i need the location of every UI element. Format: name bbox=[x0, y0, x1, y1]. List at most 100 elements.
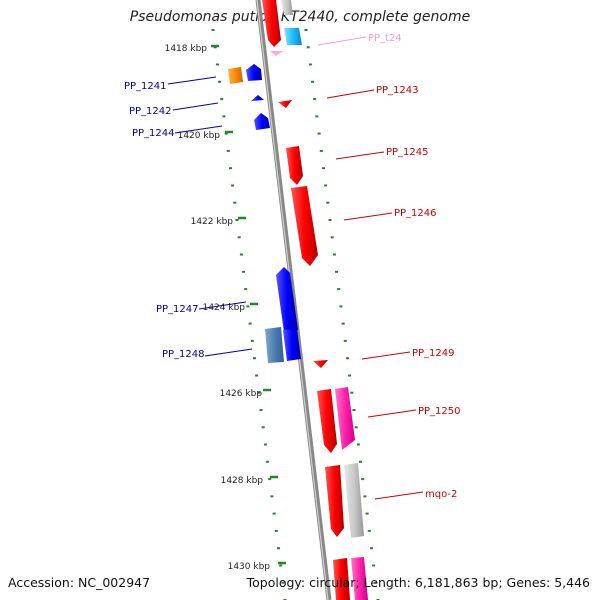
scale-label-1422: 1422 kbp bbox=[191, 217, 234, 227]
left-track-tick bbox=[215, 63, 219, 66]
right-track-tick bbox=[308, 63, 312, 66]
gene-mqo-2[interactable] bbox=[325, 465, 344, 537]
left-track-tick bbox=[277, 547, 280, 550]
label-pp-1244[interactable]: PP_1244 bbox=[132, 128, 175, 139]
right-track-tick bbox=[350, 391, 354, 394]
left-track-tick bbox=[233, 201, 237, 204]
gene-pp-1250-rna[interactable] bbox=[335, 387, 355, 450]
gene-pp-1250[interactable] bbox=[317, 389, 337, 453]
right-track-tick bbox=[313, 98, 317, 101]
right-track-tick bbox=[372, 564, 376, 567]
left-track-tick bbox=[274, 529, 278, 532]
left-track-tick bbox=[235, 219, 239, 221]
gene-mqo-2-pseudo[interactable] bbox=[344, 463, 364, 538]
left-track-tick bbox=[279, 564, 283, 567]
label-pp-t24[interactable]: PP_t24 bbox=[368, 33, 402, 44]
left-track-tick bbox=[226, 149, 230, 152]
gene-pp-1249[interactable] bbox=[313, 360, 328, 368]
gene-pp-1248[interactable] bbox=[265, 327, 284, 363]
left-track-tick bbox=[239, 253, 243, 256]
right-track-tick bbox=[306, 46, 310, 49]
left-track-tick bbox=[268, 478, 272, 481]
gene-bottom-red[interactable] bbox=[333, 558, 350, 600]
right-track-tick bbox=[365, 512, 369, 515]
left-track-tick bbox=[255, 374, 259, 377]
label-pp-1250[interactable]: PP_1250 bbox=[418, 406, 461, 417]
gene-top-gray[interactable] bbox=[281, 0, 293, 15]
right-track-tick bbox=[304, 29, 308, 31]
label-pp-1246[interactable]: PP_1246 bbox=[394, 208, 437, 219]
scale-label-1420: 1420 kbp bbox=[178, 131, 221, 141]
leader-pp-1246 bbox=[343, 212, 393, 221]
left-track-tick bbox=[250, 339, 254, 342]
right-track-tick bbox=[332, 253, 336, 256]
right-track-tick bbox=[311, 80, 314, 83]
right-track-tick bbox=[361, 478, 365, 481]
left-track-tick bbox=[253, 357, 256, 360]
left-track-tick bbox=[263, 443, 267, 446]
right-track-tick bbox=[339, 305, 343, 308]
left-track-tick bbox=[261, 426, 265, 429]
label-pp-1245[interactable]: PP_1245 bbox=[386, 147, 429, 158]
left-track-tick bbox=[270, 495, 274, 498]
gene-pp-1246[interactable] bbox=[291, 186, 318, 266]
label-pp-1241[interactable]: PP_1241 bbox=[124, 81, 167, 92]
leader-pp-1243 bbox=[326, 89, 375, 99]
leader-pp-1248 bbox=[204, 348, 253, 357]
gene-pp-1248-blue[interactable] bbox=[283, 329, 301, 361]
gene-pp-1241-blue[interactable] bbox=[246, 64, 262, 81]
scale-label-1428: 1428 kbp bbox=[221, 476, 264, 486]
left-track-tick bbox=[213, 46, 217, 49]
right-track-tick bbox=[315, 115, 319, 118]
tick-track-left bbox=[211, 29, 287, 600]
label-pp-1247[interactable]: PP_1247 bbox=[156, 304, 199, 315]
scale-label-1426: 1426 kbp bbox=[220, 389, 263, 399]
right-track-tick bbox=[359, 460, 362, 463]
left-track-tick bbox=[231, 184, 235, 187]
genes-forward bbox=[262, 0, 368, 600]
leader-mqo-2 bbox=[374, 491, 424, 500]
left-track-tick bbox=[218, 80, 221, 83]
right-track-tick bbox=[348, 374, 352, 377]
scale-label-1430: 1430 kbp bbox=[228, 562, 271, 572]
left-track-tick bbox=[272, 512, 276, 515]
right-track-tick bbox=[354, 426, 358, 429]
gene-labels: PP_t24 PP_1241 PP_1242 PP_1243 PP_1244 P… bbox=[124, 33, 461, 500]
label-pp-1243[interactable]: PP_1243 bbox=[376, 85, 419, 96]
genome-title: Pseudomonas putida KT2440, complete geno… bbox=[129, 9, 471, 25]
label-pp-1242[interactable]: PP_1242 bbox=[129, 106, 172, 117]
gene-pp-1247[interactable] bbox=[276, 267, 298, 332]
genes-reverse bbox=[228, 64, 301, 363]
label-pp-1248[interactable]: PP_1248 bbox=[162, 349, 205, 360]
gene-bottom-pink[interactable] bbox=[351, 557, 368, 600]
right-track-tick bbox=[356, 443, 360, 446]
gene-pp-1244[interactable] bbox=[254, 113, 270, 130]
right-track-tick bbox=[367, 529, 371, 532]
gene-pp-1242[interactable] bbox=[251, 95, 264, 101]
right-track-tick bbox=[337, 288, 341, 291]
right-track-tick bbox=[326, 201, 330, 204]
gene-pp-1245[interactable] bbox=[286, 146, 303, 185]
left-track-tick bbox=[224, 132, 228, 135]
right-track-tick bbox=[363, 495, 367, 498]
left-track-tick bbox=[211, 29, 215, 31]
leader-pp-1249 bbox=[361, 351, 411, 360]
scale-labels: 1418 kbp 1420 kbp 1422 kbp 1424 kbp 1426… bbox=[165, 44, 286, 572]
leader-pp-1241 bbox=[167, 76, 217, 85]
scale-label-1418: 1418 kbp bbox=[165, 44, 208, 54]
gene-pp-1241[interactable] bbox=[228, 67, 243, 84]
topology-text: Topology: circular; Length: 6,181,863 bp… bbox=[246, 575, 590, 590]
right-track-tick bbox=[324, 184, 328, 187]
left-track-tick bbox=[248, 322, 252, 325]
gene-pp-t24[interactable] bbox=[284, 28, 302, 45]
leader-pp-1242 bbox=[172, 102, 219, 111]
label-mqo-2[interactable]: mqo-2 bbox=[425, 489, 457, 500]
left-track-tick bbox=[222, 115, 226, 118]
label-pp-1249[interactable]: PP_1249 bbox=[412, 348, 455, 359]
gene-top-red[interactable] bbox=[262, 0, 281, 47]
gene-pp-1243[interactable] bbox=[278, 100, 292, 108]
right-track-tick bbox=[317, 132, 321, 135]
right-track-tick bbox=[330, 236, 334, 239]
leader-pp-1245 bbox=[335, 151, 385, 160]
